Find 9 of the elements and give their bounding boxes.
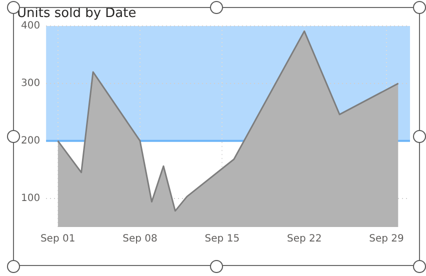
y-tick-label: 400: [20, 20, 40, 32]
y-tick-label: 300: [20, 78, 40, 90]
x-tick-label: Sep 22: [286, 234, 322, 245]
y-tick-label: 200: [20, 135, 40, 146]
x-tick-label: Sep 15: [204, 234, 240, 245]
y-tick-label: 100: [20, 192, 40, 204]
x-tick-label: Sep 08: [122, 234, 158, 245]
x-tick-label: Sep 29: [369, 234, 404, 245]
x-tick-label: Sep 01: [40, 234, 76, 245]
